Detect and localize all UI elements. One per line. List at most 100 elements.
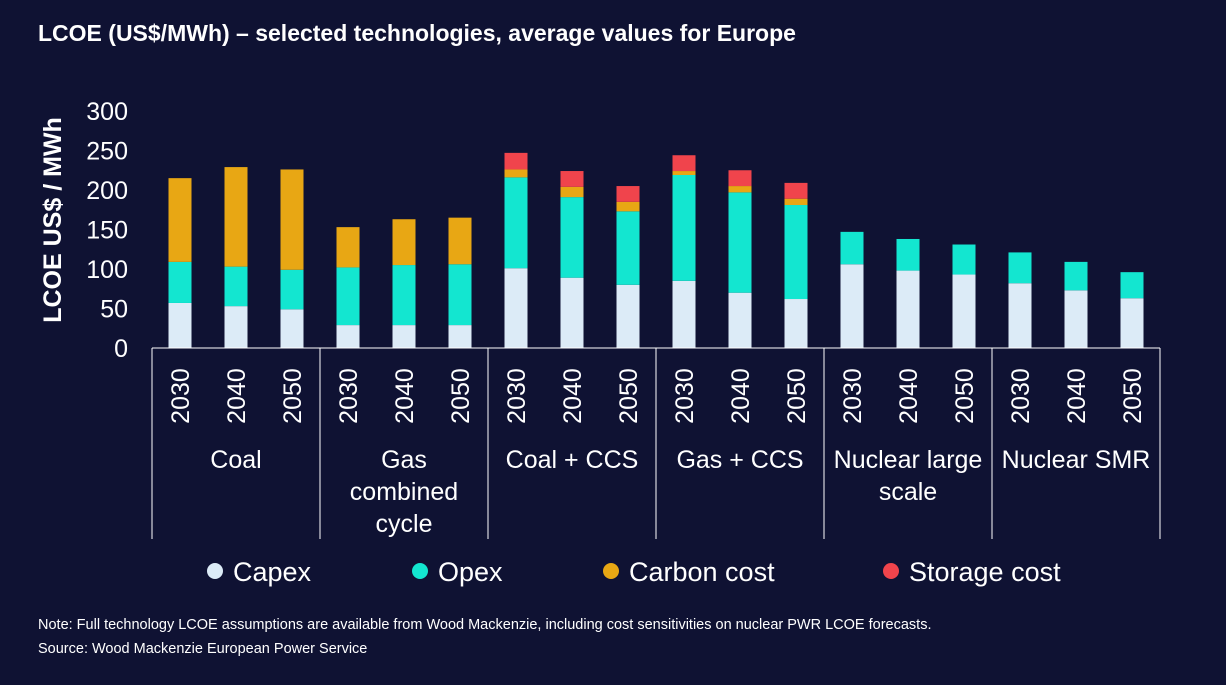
x-tick-label-year: 2040 [727,368,755,424]
bar-segment-capex [448,325,472,348]
group-label: Nuclear SMR [1002,446,1151,474]
bar-segment-opex [840,231,864,265]
bar-segment-opex [616,211,640,285]
y-axis-ticks: 0 50 100 150 200 250 300 [86,98,128,363]
bar-segment-capex [560,277,584,348]
x-tick-label-year: 2050 [279,368,307,424]
bar-segment-capex [504,268,528,348]
source-note: Source: Wood Mackenzie European Power Se… [38,641,368,657]
x-tick-label-year: 2050 [447,368,475,424]
legend-label: Carbon cost [629,557,775,587]
bar-segment-capex [280,309,304,348]
bar-segment-storage-cost [784,182,808,199]
bar-segment-capex [1064,290,1088,348]
bar-segment-capex [336,325,360,348]
group-label: cycle [376,510,433,538]
x-tick-label-year: 2050 [951,368,979,424]
bar-segment-opex [560,197,584,278]
legend-swatch [412,563,428,579]
bar-segment-opex [168,261,192,303]
bar-segment-capex [952,274,976,348]
bar-segment-opex [504,177,528,269]
bar-segment-opex [448,264,472,326]
bar-segment-carbon-cost [616,201,640,212]
bar-segment-carbon-cost [224,167,248,267]
bar-segment-opex [224,266,248,307]
bar-segment-carbon-cost [392,219,416,266]
bar-segment-capex [168,302,192,348]
x-tick-label-year: 2040 [223,368,251,424]
bar-segment-opex [1008,252,1032,284]
x-tick-label-year: 2040 [1063,368,1091,424]
legend-label: Capex [233,557,312,587]
bar-segment-capex [1120,298,1144,348]
group-label: scale [879,478,937,506]
bar-segment-opex [336,267,360,326]
legend-swatch [603,563,619,579]
bar-segment-storage-cost [560,171,584,187]
bar-segment-storage-cost [728,170,752,187]
footnote: Note: Full technology LCOE assumptions a… [38,617,932,633]
y-axis-label: LCOE US$ / MWh [39,117,67,323]
bar-segment-carbon-cost [672,171,696,175]
x-tick-label-year: 2050 [1119,368,1147,424]
bar-segment-storage-cost [672,155,696,172]
x-tick-label-year: 2030 [1007,368,1035,424]
bar-segment-opex [952,244,976,275]
chart-title: LCOE (US$/MWh) – selected technologies, … [38,20,796,46]
bar-segment-opex [896,238,920,271]
legend-label: Opex [438,557,503,587]
bar-segment-opex [280,269,304,310]
x-tick-label-year: 2030 [839,368,867,424]
bar-segment-carbon-cost [784,198,808,206]
group-label: combined [350,478,458,506]
group-label: Gas + CCS [676,446,803,474]
x-tick-label-year: 2040 [559,368,587,424]
bar-segment-capex [840,264,864,348]
x-axis-labels: 2030 2040 2050 Coal 2030 2040 2050 Gas combined c… [167,368,1150,538]
group-label: Coal + CCS [506,446,639,474]
axis-lines [151,347,1161,539]
y-tick-label: 250 [86,138,128,166]
bar-segment-carbon-cost [336,227,360,268]
y-tick-label: 150 [86,217,128,245]
bar-segment-carbon-cost [448,217,472,265]
bar-segment-opex [392,265,416,326]
group-label: Nuclear large [834,446,983,474]
bars [168,152,1144,348]
legend-swatch [883,563,899,579]
bar-segment-capex [896,270,920,348]
bar-segment-carbon-cost [280,169,304,270]
bar-segment-carbon-cost [504,169,528,178]
bar-segment-carbon-cost [560,186,584,198]
y-tick-label: 50 [100,296,128,324]
x-tick-label-year: 2030 [335,368,363,424]
x-tick-label-year: 2050 [783,368,811,424]
legend: Capex Opex Carbon cost Storage cost [207,557,1061,587]
y-tick-label: 300 [86,98,128,126]
bar-segment-capex [672,280,696,348]
legend-label: Storage cost [909,557,1061,587]
x-tick-label-year: 2040 [391,368,419,424]
bar-segment-opex [1120,272,1144,299]
bar-segment-opex [1064,261,1088,291]
bar-segment-storage-cost [616,186,640,202]
group-label: Gas [381,446,427,474]
x-tick-label-year: 2030 [503,368,531,424]
bar-segment-opex [672,174,696,281]
bar-segment-capex [728,292,752,348]
bar-segment-capex [224,306,248,348]
bar-segment-capex [616,284,640,348]
bar-segment-opex [784,205,808,300]
y-tick-label: 200 [86,177,128,205]
x-tick-label-year: 2030 [671,368,699,424]
bar-segment-capex [1008,283,1032,348]
group-label: Coal [210,446,261,474]
bar-segment-carbon-cost [728,186,752,193]
bar-segment-storage-cost [504,152,528,170]
bar-segment-capex [392,325,416,348]
x-tick-label-year: 2050 [615,368,643,424]
x-tick-label-year: 2040 [895,368,923,424]
legend-swatch [207,563,223,579]
